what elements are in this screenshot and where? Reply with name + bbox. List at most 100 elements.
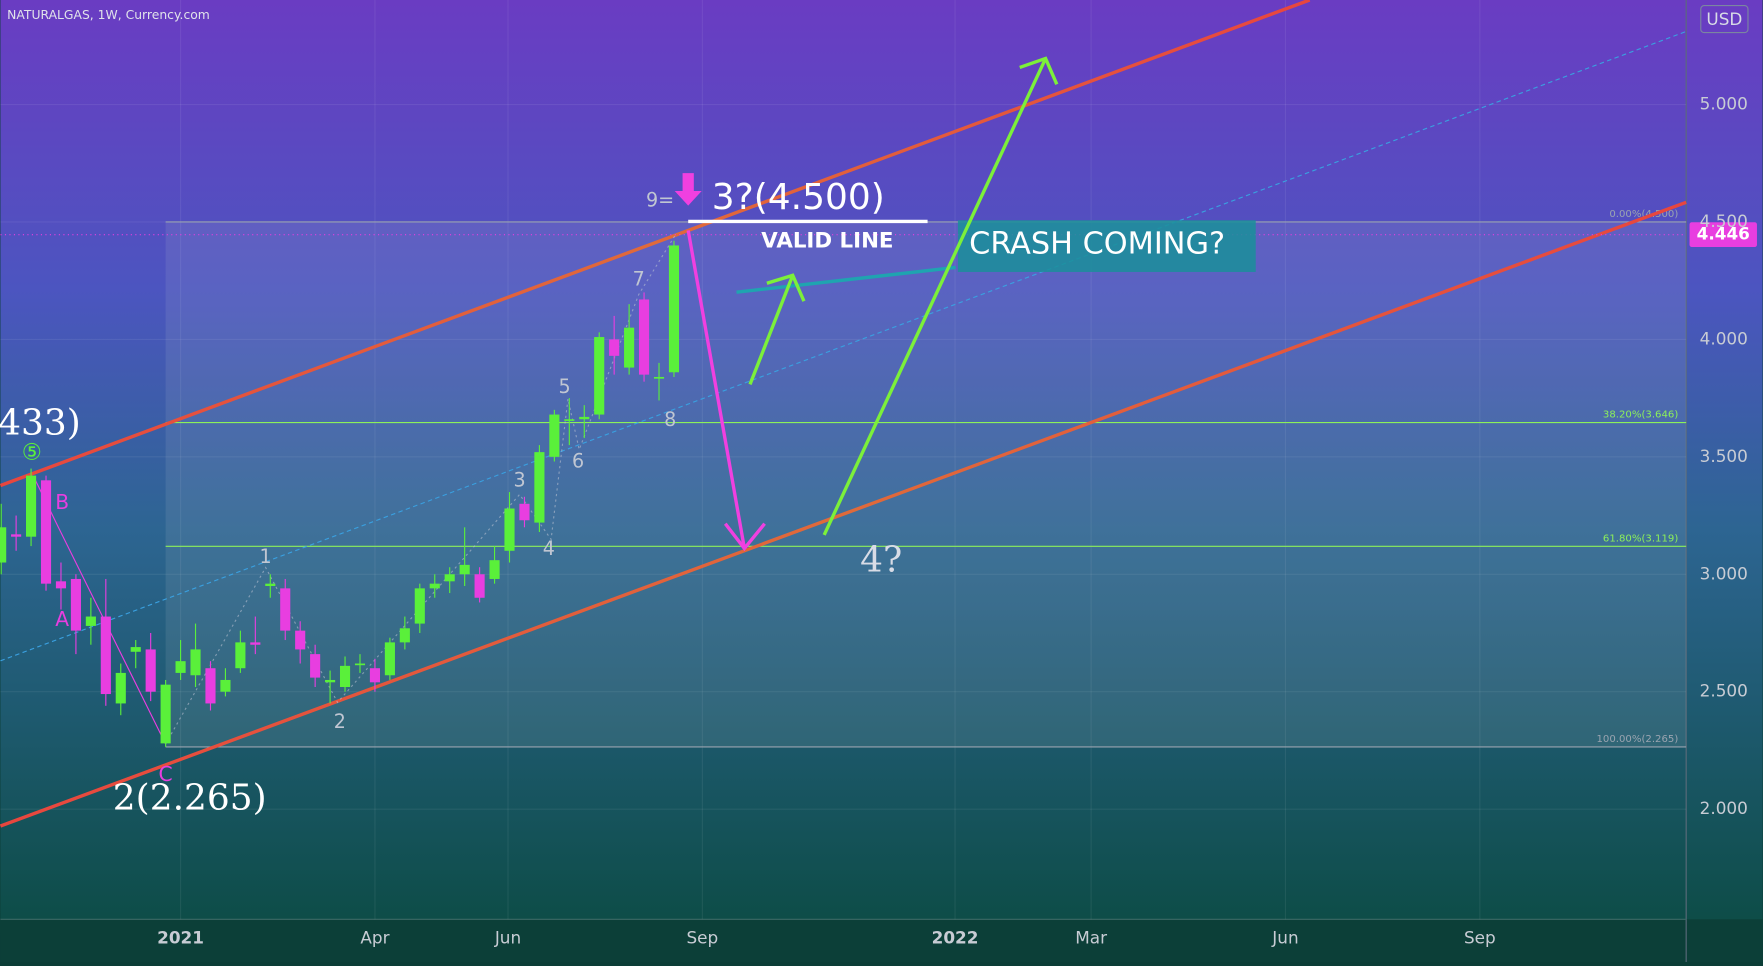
callout-box: [957, 220, 1256, 272]
channel-upper: [0, 0, 1311, 488]
candle-body: [429, 583, 440, 589]
candle-body: [160, 684, 171, 744]
candle-body: [519, 503, 530, 521]
candle-body: [325, 679, 336, 683]
candle-body: [55, 581, 67, 589]
annotation: B: [55, 490, 69, 514]
candle-body: [459, 564, 470, 575]
candle-body: [205, 668, 216, 704]
candle-body: [653, 376, 665, 379]
candle-body: [26, 475, 37, 537]
annotation: 3?(4.500): [712, 177, 885, 218]
annotation: 2(2.265): [113, 778, 267, 819]
y-tick-label: 4.000: [1700, 328, 1748, 348]
y-tick-label: 3.000: [1700, 563, 1748, 583]
y-tick-label: 2.000: [1700, 798, 1748, 818]
wave-label: 4: [543, 537, 555, 560]
candle-body: [295, 630, 306, 650]
candle-body: [668, 245, 680, 373]
candle-body: [280, 588, 291, 631]
candle-body: [624, 327, 635, 368]
candle-body: [384, 642, 395, 676]
candle-body: [250, 642, 261, 645]
candle-body: [265, 583, 276, 587]
candle-body: [579, 416, 590, 420]
wave-label: 6: [572, 449, 584, 472]
arrow-up: [822, 56, 1059, 536]
candle-body: [534, 452, 545, 523]
fib-label: 0.00%(4.500): [1609, 209, 1678, 220]
annotation: A: [55, 607, 69, 631]
x-tick-label: Sep: [686, 927, 718, 947]
candle-body: [85, 616, 96, 626]
x-tick-label: 2022: [932, 927, 979, 947]
candle-body: [639, 299, 650, 375]
candle-body: [70, 578, 81, 631]
wave-label: 8: [664, 408, 676, 431]
candle-body: [594, 337, 605, 415]
candle-body: [40, 480, 52, 584]
candle-body: [0, 527, 7, 563]
channel-lower: [0, 200, 1687, 828]
currency-button[interactable]: [1700, 5, 1749, 34]
candle-body: [369, 668, 381, 683]
candle-body: [130, 647, 141, 652]
x-tick-label: Mar: [1075, 927, 1107, 947]
arrow-down: [686, 230, 766, 552]
candle-body: [399, 628, 410, 643]
channel-mid: [0, 30, 1687, 662]
y-tick-label: 4.500: [1700, 211, 1748, 231]
candle-body: [11, 534, 22, 537]
y-tick-label: 2.500: [1700, 681, 1748, 701]
wave-label: 3: [514, 469, 526, 492]
candle-body: [310, 654, 321, 678]
candle-body: [444, 574, 455, 582]
candle-body: [549, 414, 560, 457]
annotation: CRASH COMING?: [969, 226, 1225, 261]
last-price-tag: [1689, 222, 1757, 248]
candle-body: [414, 588, 425, 624]
down-icon: [674, 173, 702, 206]
fib-label: 38.20%(3.646): [1603, 410, 1678, 421]
candle-body: [474, 574, 485, 598]
annotation: 4?: [860, 539, 902, 580]
annotation: C: [159, 762, 173, 786]
candle-body: [504, 508, 515, 551]
x-tick-label: 2021: [157, 927, 204, 947]
x-axis-panel: [0, 919, 1763, 962]
y-tick-label: 3.500: [1700, 446, 1748, 466]
candle-body: [145, 649, 156, 692]
last-price-label: 4.446: [1697, 224, 1750, 244]
annotation: VALID LINE: [761, 229, 893, 254]
wave-label: 1: [260, 545, 272, 568]
wave-label: 9=: [646, 189, 674, 212]
candle-body: [100, 616, 111, 695]
wave-label: 7: [633, 267, 645, 290]
candle-body: [175, 661, 186, 673]
x-tick-label: Apr: [360, 927, 389, 947]
candle-body: [115, 672, 126, 704]
fib-label: 61.80%(3.119): [1603, 533, 1678, 544]
candle-body: [339, 665, 351, 688]
wave-label: 5: [559, 375, 571, 398]
pointer-line: [736, 265, 956, 294]
wave-label: 2: [334, 710, 346, 733]
x-tick-label: Sep: [1464, 927, 1496, 947]
candle-body: [489, 560, 500, 579]
arrow-up: [748, 273, 806, 385]
annotation: 433): [0, 402, 81, 443]
candle-body: [609, 339, 620, 356]
candle-body: [235, 642, 246, 669]
x-tick-label: Jun: [494, 927, 521, 947]
candle-body: [564, 419, 575, 421]
candle-body: [354, 663, 366, 666]
annotation: ⑤: [22, 439, 42, 465]
y-tick-label: 5.000: [1700, 94, 1748, 114]
candle-body: [220, 679, 231, 692]
x-tick-label: Jun: [1271, 927, 1298, 947]
symbol-info: NATURALGAS, 1W, Currency.com: [7, 8, 210, 22]
currency[interactable]: USD: [1706, 9, 1742, 29]
candle-body: [190, 649, 201, 676]
